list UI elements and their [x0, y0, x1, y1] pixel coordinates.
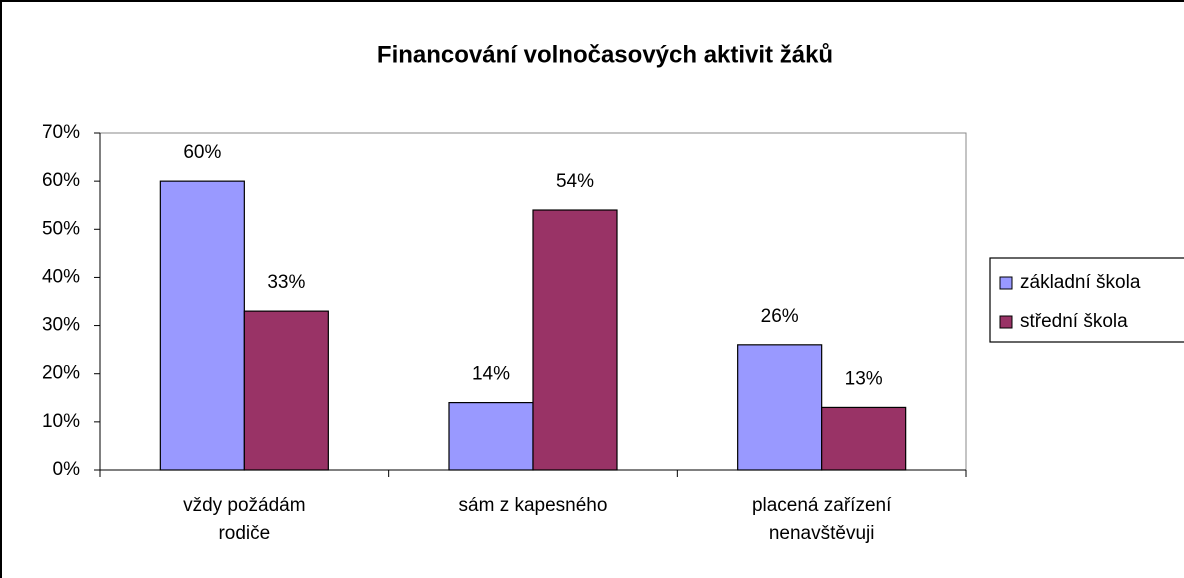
y-tick-label: 10%: [42, 411, 80, 432]
data-label: 33%: [267, 272, 305, 293]
legend-label: základní škola: [1020, 272, 1141, 293]
data-label: 14%: [472, 364, 510, 385]
x-tick-label-box: placená zařízení nenavštěvuji: [751, 495, 892, 544]
x-tick-label: sám z kapesného: [458, 495, 608, 516]
y-tick-label: 70%: [42, 122, 80, 143]
data-label: 54%: [556, 171, 594, 192]
bar: [821, 406, 907, 471]
data-label: 13%: [845, 368, 883, 389]
bar: [243, 310, 329, 471]
x-tick-label-box: sám z kapesného: [458, 495, 608, 516]
x-tick-label: placená zařízení nenavštěvuji: [751, 495, 892, 544]
data-label: 60%: [183, 142, 221, 163]
bar: [737, 344, 823, 471]
y-tick-label: 0%: [53, 459, 81, 480]
legend-swatch: [999, 315, 1013, 329]
legend-label: střední škola: [1020, 311, 1128, 332]
x-tick-label: vždy požádám rodiče: [183, 495, 306, 544]
chart-title: Financování volnočasových aktivit žáků: [377, 41, 833, 68]
y-tick-label: 60%: [42, 170, 80, 191]
y-tick-label: 50%: [42, 218, 80, 239]
bar: [159, 180, 245, 471]
legend-swatch: [999, 276, 1013, 290]
y-tick-label: 40%: [42, 266, 80, 287]
x-tick-label-box: vždy požádám rodiče: [183, 495, 306, 544]
y-tick-label: 30%: [42, 315, 80, 336]
data-label: 26%: [761, 306, 799, 327]
bar: [532, 209, 618, 471]
y-tick-label: 20%: [42, 363, 80, 384]
legend-box: [989, 257, 1184, 343]
bar: [448, 402, 534, 471]
